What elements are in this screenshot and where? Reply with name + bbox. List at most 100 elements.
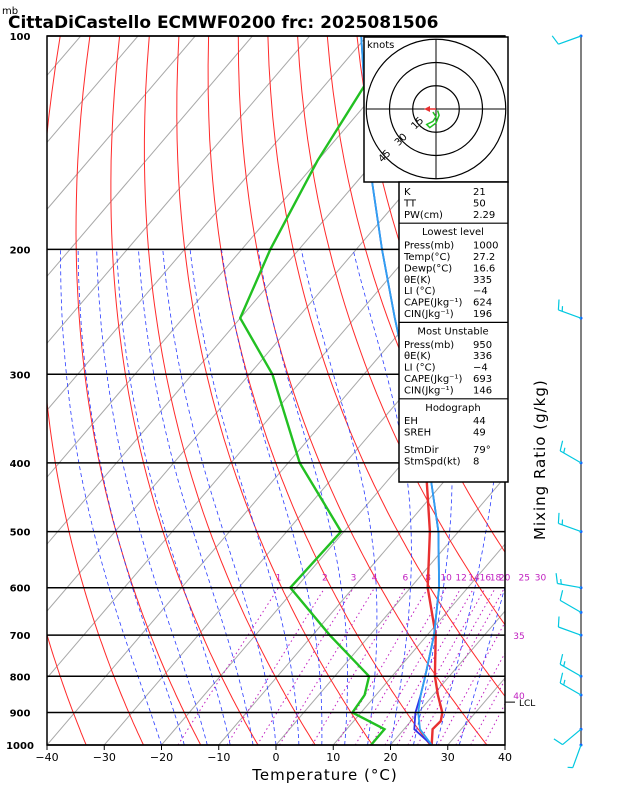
indices-section-title: Hodograph	[425, 403, 480, 414]
wind-barb-flag	[559, 672, 564, 684]
mixing-ratio-line	[370, 587, 462, 745]
dry-adiabat	[143, 36, 316, 745]
dry-adiabat	[47, 36, 144, 745]
index-label: CIN(Jkg⁻¹)	[404, 385, 454, 396]
mixing-ratio-label: 35	[513, 632, 524, 642]
moist-adiabat	[60, 249, 162, 745]
index-value: 693	[473, 374, 492, 385]
index-label: CIN(Jkg⁻¹)	[404, 309, 454, 320]
isotherm	[47, 36, 425, 478]
dry-adiabat	[565, 36, 618, 745]
index-label: LI (°C)	[404, 286, 436, 297]
mixing-ratio-label: 1	[276, 573, 282, 583]
x-tick-label: 10	[326, 751, 340, 764]
wind-barb-shaft	[559, 599, 582, 613]
index-value: 21	[473, 187, 486, 198]
x-tick-label: 40	[498, 751, 512, 764]
x-tick-label: −10	[207, 751, 230, 764]
lcl-label: LCL	[519, 699, 535, 709]
index-value: 196	[473, 309, 492, 320]
mixing-ratio-label: 40	[513, 692, 525, 702]
index-value: 16.6	[473, 263, 495, 274]
moist-adiabat	[116, 249, 231, 745]
wind-barb-half-flag	[563, 661, 566, 667]
wind-barb-shaft	[558, 35, 582, 45]
y-tick-label: 200	[10, 245, 31, 256]
mixing-ratio-line	[483, 702, 505, 745]
mixing-ratio-label: 25	[518, 573, 529, 583]
index-value: 950	[473, 340, 492, 351]
right-axis-label: Mixing Ratio (g/kg)	[531, 379, 549, 540]
wind-barb-flag	[555, 573, 558, 584]
wind-barb-shaft	[562, 728, 582, 746]
wind-barb-half-flag	[563, 679, 566, 686]
index-label: EH	[404, 416, 418, 427]
index-value: 624	[473, 298, 492, 309]
mixing-ratio-label: 12	[455, 573, 466, 583]
indices-frame	[398, 181, 509, 483]
moist-adiabat	[96, 249, 208, 745]
dry-adiabat	[297, 36, 505, 626]
isotherm	[47, 36, 253, 278]
y-tick-label: 300	[10, 370, 31, 381]
index-value: 79°	[473, 445, 491, 456]
mixing-ratio-label: 16	[480, 573, 492, 583]
index-label: K	[404, 187, 411, 198]
index-label: PW(cm)	[404, 210, 443, 221]
index-value: 146	[473, 385, 492, 396]
x-tick-label: −30	[93, 751, 116, 764]
index-value: 49	[473, 428, 486, 439]
dry-adiabat	[75, 36, 202, 745]
background-lines	[47, 36, 618, 745]
y-tick-label: 1000	[6, 741, 34, 752]
wind-barb-half-flag	[563, 447, 566, 454]
index-label: SREH	[404, 428, 431, 439]
index-value: 336	[473, 351, 492, 362]
mixing-ratio-line	[437, 621, 505, 745]
wind-barb-shaft	[558, 522, 582, 533]
dry-adiabat	[47, 633, 87, 745]
wind-barb-shaft	[557, 582, 582, 589]
mixing-ratio-line	[311, 587, 406, 745]
isotherm	[275, 476, 505, 745]
wind-barb-flag	[553, 738, 563, 746]
moist-adiabat	[413, 249, 453, 745]
index-value: 2.29	[473, 210, 495, 221]
hodograph-trace	[425, 110, 440, 129]
x-tick-label: 20	[384, 751, 398, 764]
index-label: Temp(°C)	[403, 252, 451, 263]
index-value: 50	[473, 198, 486, 209]
wind-barb-shaft	[559, 450, 582, 464]
isotherm	[47, 36, 196, 211]
isotherm	[47, 208, 505, 745]
indices-section-title: Most Unstable	[417, 326, 488, 337]
wind-barb-flag	[551, 35, 559, 45]
wind-barb-flag	[557, 616, 560, 628]
dry-adiabat	[110, 36, 259, 745]
y-tick-label: 700	[10, 631, 31, 642]
wind-barb-flag	[559, 653, 564, 665]
y-tick-label: 600	[10, 584, 31, 595]
dry-adiabat	[594, 36, 618, 745]
y-tick-label: 800	[10, 672, 31, 683]
mixing-ratio-line	[470, 678, 505, 745]
wind-barb-shaft	[558, 626, 582, 636]
index-label: θE(K)	[404, 275, 431, 286]
x-tick-label: 30	[441, 751, 455, 764]
hodograph-unit: knots	[367, 40, 394, 51]
mixing-ratio-label: 2	[322, 573, 328, 583]
mixing-ratio-label: 10	[440, 573, 452, 583]
mixing-ratio-label: 3	[351, 573, 357, 583]
x-tick-label: 0	[273, 751, 280, 764]
indices-section-title: Lowest level	[422, 227, 484, 238]
mixing-ratio-label: 18	[490, 573, 502, 583]
isotherm	[390, 610, 505, 745]
wind-barbs	[551, 34, 583, 769]
index-label: LI (°C)	[404, 363, 436, 374]
wind-barb-shaft	[559, 663, 582, 677]
mixing-ratio-label: 4	[372, 573, 378, 583]
moist-adiabat	[221, 249, 323, 745]
index-label: Dewp(°C)	[404, 263, 452, 274]
